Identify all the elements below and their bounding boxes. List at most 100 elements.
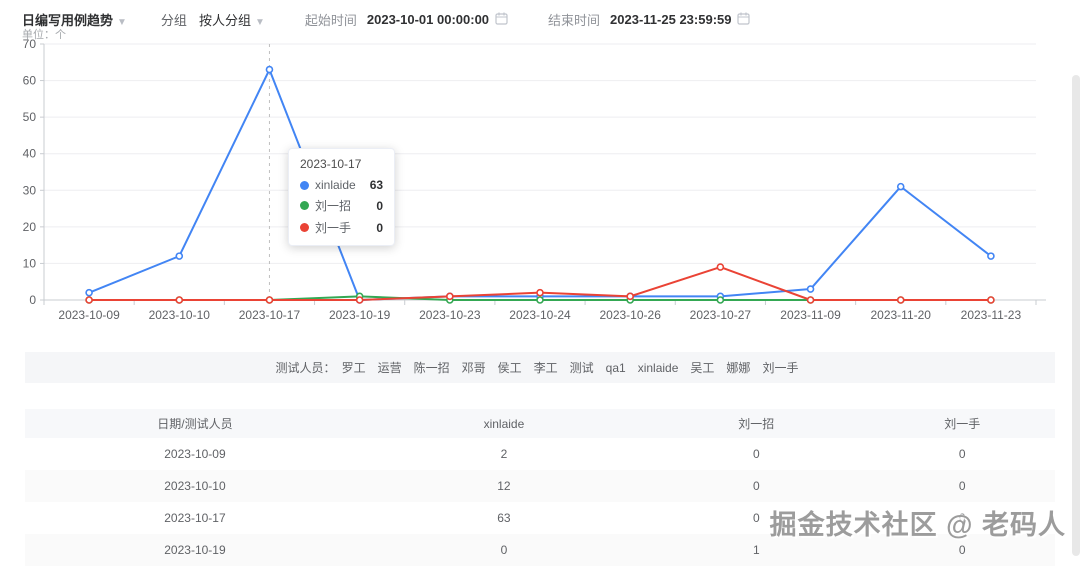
table-cell: 2023-10-10 <box>164 479 226 493</box>
data-point[interactable] <box>536 296 544 304</box>
tooltip-series-value: 63 <box>369 178 384 192</box>
tooltip-series-value: 0 <box>376 220 384 235</box>
y-axis-label: 50 <box>23 110 37 124</box>
table-cell: 0 <box>958 447 966 461</box>
tester-name: 测试 <box>569 361 594 375</box>
tester-name: 李工 <box>533 361 558 375</box>
testers-bar: 测试人员： 罗工 运营 陈一招 邓哥 侯工 李工 测试 qa1 xinlaide 吴工 娜娜 刘一手 <box>25 352 1055 383</box>
data-point[interactable] <box>987 296 995 304</box>
data-point[interactable] <box>85 296 93 304</box>
trend-chart[interactable]: 0 10 20 30 40 50 60 70 2023-10-09 2023-10-10 2023-… <box>0 0 1080 332</box>
data-point[interactable] <box>175 252 184 260</box>
table-cell: 12 <box>497 479 511 493</box>
table-row: 2023-10-17 63 0 0 <box>25 502 1055 534</box>
end-time-label: 结束时间 <box>548 13 601 28</box>
table-cell: 0 <box>958 479 966 493</box>
table-cell: 1 <box>752 543 760 557</box>
y-axis-label: 70 <box>23 37 37 51</box>
chevron-down-icon: ▼ <box>117 17 127 28</box>
tester-name: 吴工 <box>690 361 715 375</box>
data-table: 日期/测试人员 xinlaide 刘一招 刘一手 2023-10-09 2 0 0 2023-… <box>25 409 1055 566</box>
x-axis-label: 2023-10-10 <box>149 308 211 322</box>
series-line-xinlaide <box>88 68 992 301</box>
tester-name: 罗工 <box>341 361 366 375</box>
group-label: 分组 <box>160 13 187 28</box>
x-axis-label: 2023-11-23 <box>961 308 1022 322</box>
report-type-label: 日编写用例趋势 <box>22 13 114 28</box>
table-cell: 63 <box>497 511 511 525</box>
tester-name: qa1 <box>605 361 626 375</box>
tester-name: 邓哥 <box>461 361 486 375</box>
tester-name: 运营 <box>377 361 402 375</box>
x-axis-label: 2023-11-20 <box>870 308 931 322</box>
data-point[interactable] <box>265 65 274 74</box>
table-row: 2023-10-09 2 0 0 <box>25 438 1055 470</box>
table-cell: 2 <box>500 447 508 461</box>
calendar-icon[interactable] <box>495 12 508 28</box>
table-header: 日期/测试人员 xinlaide 刘一招 刘一手 <box>25 409 1055 438</box>
table-cell: 0 <box>500 543 508 557</box>
data-point[interactable] <box>716 296 725 304</box>
tooltip-series-name: xinlaide <box>315 178 356 192</box>
y-axis-label: 20 <box>23 220 37 234</box>
x-axis-label: 2023-10-23 <box>419 308 481 322</box>
y-axis-label: 10 <box>23 256 37 270</box>
x-axis-label: 2023-10-09 <box>58 308 120 322</box>
trend-chart-area[interactable]: 0 10 20 30 40 50 60 70 2023-10-09 2023-10-10 2023-… <box>0 0 1080 332</box>
data-point[interactable] <box>896 296 905 304</box>
table-row: 2023-10-10 12 0 0 <box>25 470 1055 502</box>
series-dot-icon <box>300 201 309 210</box>
data-point[interactable] <box>716 263 725 271</box>
tester-name: xinlaide <box>637 361 679 375</box>
start-time-input[interactable]: 2023-10-01 00:00:00 <box>366 12 490 27</box>
y-axis-label: 30 <box>23 183 37 197</box>
table-cell: 2023-10-09 <box>164 447 226 461</box>
tester-name: 侯工 <box>497 361 522 375</box>
report-type-dropdown[interactable]: 日编写用例趋势 ▼ <box>22 10 127 29</box>
x-axis-label: 2023-10-27 <box>690 308 752 322</box>
tooltip-title: 2023-10-17 <box>300 157 362 171</box>
x-axis-label: 2023-11-09 <box>780 308 841 322</box>
data-point[interactable] <box>896 182 905 191</box>
table-row: 2023-10-19 0 1 0 <box>25 534 1055 566</box>
group-by-dropdown[interactable]: 按人分组 ▼ <box>199 10 265 29</box>
x-axis-label: 2023-10-19 <box>329 308 391 322</box>
tester-name: 刘一手 <box>762 361 799 375</box>
x-axis-label: 2023-10-26 <box>599 308 661 322</box>
table-header-cell: xinlaide <box>483 416 525 431</box>
data-point[interactable] <box>446 292 454 301</box>
tooltip-row: xinlaide 63 <box>300 178 383 192</box>
table-cell: 2023-10-19 <box>164 543 226 557</box>
table-cell: 0 <box>752 511 760 525</box>
data-point[interactable] <box>85 288 93 297</box>
unit-label: 单位：个 <box>22 29 66 41</box>
table-header-cell: 刘一招 <box>738 417 775 431</box>
table-header-cell: 刘一手 <box>944 417 981 431</box>
start-time-label: 起始时间 <box>304 13 357 28</box>
tester-name: 陈一招 <box>413 361 450 375</box>
table-cell: 0 <box>752 479 760 493</box>
chevron-down-icon: ▼ <box>254 17 265 28</box>
tester-name: 娜娜 <box>726 361 751 375</box>
toolbar: 日编写用例趋势 ▼ 分组 按人分组 ▼ 起始时间 2023-10-01 00:00:… <box>22 10 1050 29</box>
x-axis-label: 2023-10-24 <box>509 308 571 322</box>
data-point[interactable] <box>536 288 544 297</box>
calendar-icon[interactable] <box>737 12 751 28</box>
testers-label: 测试人员： <box>275 361 336 375</box>
end-time-input[interactable]: 2023-11-25 23:59:59 <box>610 12 732 27</box>
tooltip-series-value: 0 <box>376 198 384 213</box>
table-cell: 0 <box>752 447 760 461</box>
data-point[interactable] <box>265 296 274 304</box>
data-point[interactable] <box>355 296 364 304</box>
data-point[interactable] <box>626 292 634 301</box>
scrollbar[interactable] <box>1072 75 1080 556</box>
data-point[interactable] <box>806 285 815 293</box>
series-dot-icon <box>300 180 309 190</box>
data-point[interactable] <box>806 296 815 304</box>
data-point[interactable] <box>175 296 184 304</box>
tooltip-series-name: 刘一招 <box>315 199 352 213</box>
data-point[interactable] <box>987 252 995 260</box>
tooltip-row: 刘一招 0 <box>300 197 383 214</box>
table-header-cell: 日期/测试人员 <box>157 417 233 431</box>
y-axis-label: 60 <box>23 74 37 88</box>
